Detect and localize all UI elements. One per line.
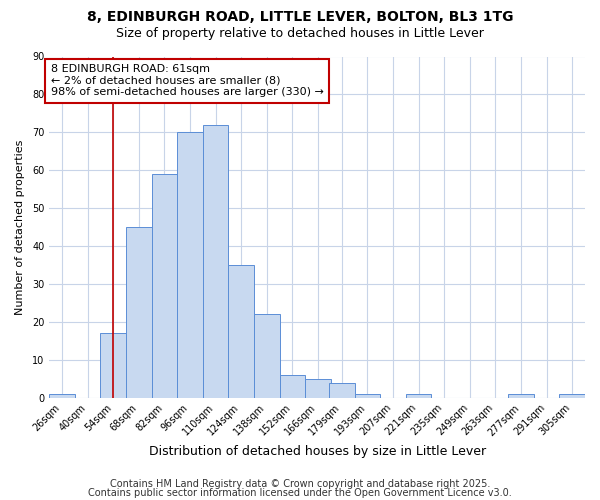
Bar — [355, 394, 380, 398]
Bar — [406, 394, 431, 398]
Bar — [305, 378, 331, 398]
Bar — [152, 174, 177, 398]
X-axis label: Distribution of detached houses by size in Little Lever: Distribution of detached houses by size … — [149, 444, 485, 458]
Text: 8 EDINBURGH ROAD: 61sqm
← 2% of detached houses are smaller (8)
98% of semi-deta: 8 EDINBURGH ROAD: 61sqm ← 2% of detached… — [51, 64, 324, 98]
Bar — [508, 394, 534, 398]
Text: Contains public sector information licensed under the Open Government Licence v3: Contains public sector information licen… — [88, 488, 512, 498]
Bar — [280, 375, 305, 398]
Bar — [203, 124, 229, 398]
Y-axis label: Number of detached properties: Number of detached properties — [15, 140, 25, 315]
Bar — [100, 333, 126, 398]
Bar — [229, 265, 254, 398]
Bar — [126, 227, 152, 398]
Bar — [329, 382, 355, 398]
Text: Contains HM Land Registry data © Crown copyright and database right 2025.: Contains HM Land Registry data © Crown c… — [110, 479, 490, 489]
Bar — [49, 394, 75, 398]
Bar — [254, 314, 280, 398]
Bar — [177, 132, 203, 398]
Text: Size of property relative to detached houses in Little Lever: Size of property relative to detached ho… — [116, 28, 484, 40]
Text: 8, EDINBURGH ROAD, LITTLE LEVER, BOLTON, BL3 1TG: 8, EDINBURGH ROAD, LITTLE LEVER, BOLTON,… — [87, 10, 513, 24]
Bar — [559, 394, 585, 398]
